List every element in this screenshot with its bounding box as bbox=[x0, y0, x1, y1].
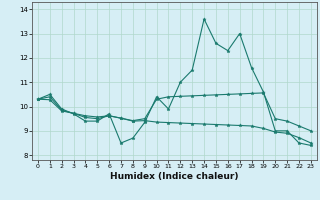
X-axis label: Humidex (Indice chaleur): Humidex (Indice chaleur) bbox=[110, 172, 239, 181]
